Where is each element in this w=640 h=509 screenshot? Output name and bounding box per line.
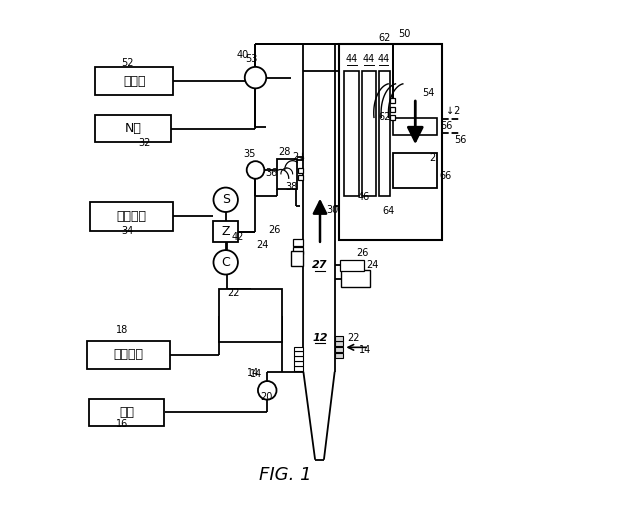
Text: 44: 44 xyxy=(346,54,358,64)
Text: 2: 2 xyxy=(429,153,435,163)
Circle shape xyxy=(244,67,266,89)
Text: 18: 18 xyxy=(116,325,129,335)
Bar xyxy=(335,335,344,341)
Circle shape xyxy=(258,381,276,400)
Circle shape xyxy=(214,250,238,274)
Bar xyxy=(95,67,173,95)
Bar xyxy=(379,71,390,195)
Text: 16: 16 xyxy=(116,419,129,429)
Circle shape xyxy=(214,187,238,212)
Bar xyxy=(335,347,344,352)
Text: 42: 42 xyxy=(232,232,244,242)
Bar xyxy=(394,153,437,187)
Text: 50: 50 xyxy=(398,30,410,40)
Bar xyxy=(339,44,442,240)
Bar xyxy=(87,341,170,369)
Text: 14: 14 xyxy=(246,368,259,378)
Text: 26: 26 xyxy=(356,248,369,259)
Bar xyxy=(394,118,437,135)
Text: 27: 27 xyxy=(312,260,328,270)
Text: 46: 46 xyxy=(357,192,369,202)
Text: FIG. 1: FIG. 1 xyxy=(259,466,312,484)
Text: 22: 22 xyxy=(227,289,239,298)
Text: 62: 62 xyxy=(379,33,391,43)
Text: 56: 56 xyxy=(440,122,452,131)
Text: 38: 38 xyxy=(286,182,298,192)
Bar xyxy=(88,399,164,426)
Text: 20: 20 xyxy=(260,392,273,402)
Bar xyxy=(340,260,364,271)
Bar xyxy=(362,71,376,195)
Bar xyxy=(294,352,303,356)
Bar xyxy=(298,168,303,173)
Bar xyxy=(294,347,303,351)
Bar xyxy=(90,202,173,231)
Bar xyxy=(335,342,344,346)
Bar xyxy=(344,71,359,195)
Bar xyxy=(340,270,370,288)
Text: 36: 36 xyxy=(265,168,278,178)
Text: 62: 62 xyxy=(379,111,391,122)
Circle shape xyxy=(246,161,264,179)
Text: 加熱空気: 加熱空気 xyxy=(113,348,143,361)
Text: 52: 52 xyxy=(121,58,134,68)
Text: N剤: N剤 xyxy=(124,123,141,135)
Text: 26: 26 xyxy=(269,225,281,235)
Text: 54: 54 xyxy=(422,88,435,98)
Text: 44: 44 xyxy=(363,54,375,64)
Text: 14: 14 xyxy=(359,345,371,355)
Text: 53: 53 xyxy=(245,54,258,64)
Bar xyxy=(390,98,395,103)
Bar xyxy=(294,366,303,371)
Bar xyxy=(277,159,296,188)
Text: 56: 56 xyxy=(454,135,467,145)
Text: 燃料: 燃料 xyxy=(119,406,134,419)
Bar xyxy=(298,175,303,180)
Text: C: C xyxy=(221,256,230,269)
Text: 64: 64 xyxy=(382,206,394,216)
Bar xyxy=(291,251,303,266)
Text: 24: 24 xyxy=(257,240,269,249)
Bar xyxy=(390,115,395,120)
Text: 66: 66 xyxy=(440,172,452,181)
Text: 2↓: 2↓ xyxy=(292,152,307,162)
Bar xyxy=(292,247,303,254)
Text: 22: 22 xyxy=(347,333,360,344)
Text: 24: 24 xyxy=(367,260,379,270)
Bar xyxy=(294,356,303,361)
Bar xyxy=(95,116,171,143)
Text: 30: 30 xyxy=(326,206,339,215)
Bar xyxy=(219,289,282,343)
Text: 35: 35 xyxy=(244,149,256,159)
Text: 28: 28 xyxy=(278,147,291,157)
Text: 32: 32 xyxy=(138,138,150,148)
Text: Z: Z xyxy=(221,225,230,238)
Bar xyxy=(390,107,395,112)
Bar xyxy=(294,361,303,365)
Text: ↓2: ↓2 xyxy=(446,106,461,116)
Bar xyxy=(292,239,303,246)
Text: 40: 40 xyxy=(237,50,249,60)
Text: 水蒸気: 水蒸気 xyxy=(123,74,145,88)
Text: 34: 34 xyxy=(121,226,133,236)
Bar xyxy=(335,353,344,358)
Text: 12: 12 xyxy=(312,332,328,343)
Text: 44: 44 xyxy=(378,54,390,64)
Bar xyxy=(213,221,238,242)
Text: 輸送空気: 輸送空気 xyxy=(117,210,147,223)
Text: S: S xyxy=(221,193,230,206)
Text: 14: 14 xyxy=(250,369,262,379)
